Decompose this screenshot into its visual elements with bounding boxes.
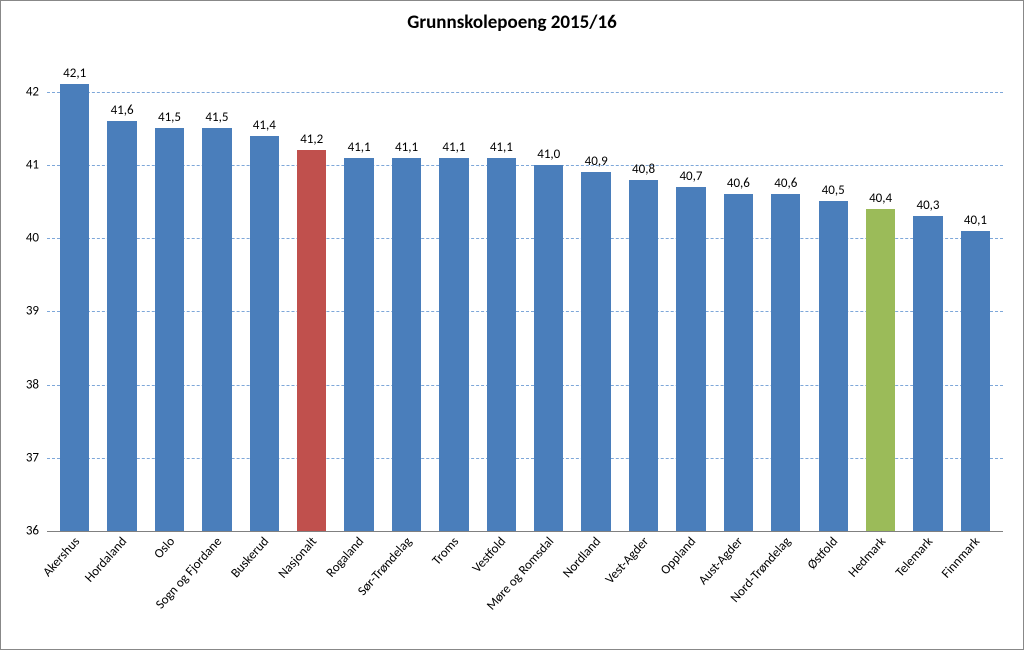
y-tick-label: 37 <box>26 450 47 465</box>
bar: 40,1 <box>961 231 990 531</box>
x-label-slot: Sør-Trøndelag <box>383 531 430 647</box>
bar: 41,5 <box>202 128 231 531</box>
bar-slot: 40,5 <box>810 55 857 531</box>
y-tick-label: 39 <box>26 304 47 319</box>
bar-slot: 41,5 <box>146 55 193 531</box>
bar: 41,1 <box>392 158 421 531</box>
bar: 41,1 <box>439 158 468 531</box>
bar-slot: 41,5 <box>193 55 240 531</box>
x-label-slot: Buskerud <box>241 531 288 647</box>
bar-slot: 40,6 <box>762 55 809 531</box>
x-tick-label: Oslo <box>151 534 178 562</box>
bar: 40,3 <box>913 216 942 531</box>
bar-value-label: 40,6 <box>727 176 750 191</box>
bar-value-label: 40,7 <box>679 169 702 184</box>
bar: 40,5 <box>819 201 848 531</box>
chart-inner: Grunnskolepoeng 2015/16 36 37 38 39 40 41 42 4… <box>7 11 1017 647</box>
plot-area: 36373839404142 42,141,641,541,541,441,24… <box>47 55 1003 531</box>
x-tick-label: Akershus <box>40 534 83 579</box>
bar-slot: 40,6 <box>715 55 762 531</box>
x-label-slot: Hedmark <box>857 531 904 647</box>
x-label-slot: Møre og Romsdal <box>525 531 572 647</box>
bar: 40,6 <box>724 194 753 531</box>
bar-slot: 42,1 <box>51 55 98 531</box>
bar-slot: 41,1 <box>478 55 525 531</box>
bar-value-label: 40,5 <box>822 183 845 198</box>
x-tick-label: Østfold <box>805 534 842 572</box>
y-tick-label: 38 <box>26 377 47 392</box>
x-label-slot: Nordland <box>572 531 619 647</box>
bar-value-label: 40,6 <box>774 176 797 191</box>
x-label-slot: Akershus <box>51 531 98 647</box>
y-tick-label: 40 <box>26 231 47 246</box>
x-label-slot: Troms <box>430 531 477 647</box>
bar: 41,1 <box>487 158 516 531</box>
bar: 41,1 <box>344 158 373 531</box>
bar-value-label: 41,5 <box>205 110 228 125</box>
bar-slot: 41,2 <box>288 55 335 531</box>
bar-value-label: 41,5 <box>158 110 181 125</box>
x-label-slot: Hordaland <box>98 531 145 647</box>
chart-frame: Grunnskolepoeng 2015/16 36 37 38 39 40 41 42 4… <box>0 0 1024 650</box>
bar-value-label: 40,4 <box>869 191 892 206</box>
bar: 41,6 <box>107 121 136 531</box>
x-label-slot: Sogn og Fjordane <box>193 531 240 647</box>
bar-slot: 40,4 <box>857 55 904 531</box>
chart-title: Grunnskolepoeng 2015/16 <box>7 11 1017 34</box>
bar-value-label: 40,3 <box>916 198 939 213</box>
x-label-slot: Østfold <box>810 531 857 647</box>
bar-value-label: 41,0 <box>537 147 560 162</box>
bar-value-label: 40,9 <box>585 154 608 169</box>
bar-slot: 41,1 <box>335 55 382 531</box>
x-label-slot: Oppland <box>667 531 714 647</box>
bar-value-label: 40,1 <box>964 213 987 228</box>
bar: 41,0 <box>534 165 563 531</box>
x-label-slot: Nord-Trøndelag <box>762 531 809 647</box>
bar-slot: 40,9 <box>572 55 619 531</box>
y-tick-label: 42 <box>26 84 47 99</box>
x-tick-label: Troms <box>429 534 462 568</box>
bar: 40,4 <box>866 209 895 531</box>
x-axis-labels: AkershusHordalandOslo Sogn og FjordaneBus… <box>47 531 1003 647</box>
bar-value-label: 41,1 <box>490 140 513 155</box>
bar-value-label: 41,4 <box>253 118 276 133</box>
bar: 41,2 <box>297 150 326 531</box>
bar: 42,1 <box>60 84 89 531</box>
bar-value-label: 41,2 <box>300 132 323 147</box>
bar-slot: 40,1 <box>952 55 999 531</box>
bar-slot: 40,3 <box>904 55 951 531</box>
bar-value-label: 41,6 <box>111 103 134 118</box>
y-tick-label: 41 <box>26 157 47 172</box>
bar: 40,7 <box>676 187 705 531</box>
bar-value-label: 40,8 <box>632 162 655 177</box>
bar-value-label: 42,1 <box>63 66 86 81</box>
bar-value-label: 41,1 <box>442 140 465 155</box>
bar: 40,9 <box>581 172 610 531</box>
bar-slot: 41,1 <box>383 55 430 531</box>
x-label-slot: Vest-Agder <box>620 531 667 647</box>
bar-value-label: 41,1 <box>348 140 371 155</box>
x-label-slot: Nasjonalt <box>288 531 335 647</box>
x-label-slot: Telemark <box>904 531 951 647</box>
y-tick-label: 36 <box>26 524 47 539</box>
bar-slot: 41,4 <box>241 55 288 531</box>
bar-slot: 41,6 <box>98 55 145 531</box>
bar: 41,5 <box>155 128 184 531</box>
bar-slot: 40,7 <box>667 55 714 531</box>
x-label-slot: Finnmark <box>952 531 999 647</box>
bar-slot: 41,0 <box>525 55 572 531</box>
bar-value-label: 41,1 <box>395 140 418 155</box>
bar: 40,8 <box>629 180 658 532</box>
bar: 40,6 <box>771 194 800 531</box>
bar-slot: 41,1 <box>430 55 477 531</box>
bar: 41,4 <box>250 136 279 531</box>
bar-slot: 40,8 <box>620 55 667 531</box>
